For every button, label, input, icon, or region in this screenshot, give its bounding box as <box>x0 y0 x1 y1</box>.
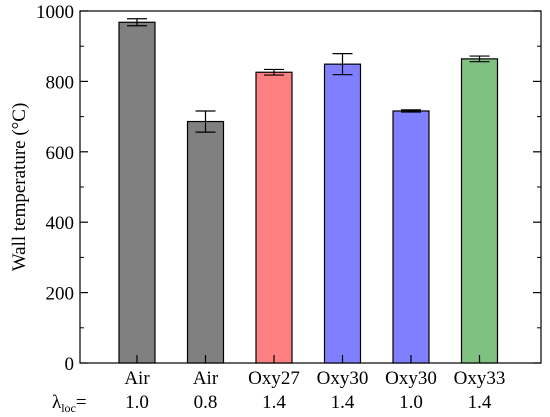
lambda-row-label: λloc= <box>52 392 87 415</box>
bar <box>323 63 362 364</box>
category-label: Oxy30 <box>385 368 437 389</box>
bar <box>392 110 430 364</box>
category-label: Oxy33 <box>454 368 506 389</box>
bar <box>118 21 156 364</box>
y-tick-label: 800 <box>46 72 75 93</box>
category-label: Air <box>193 368 219 389</box>
y-tick-label: 400 <box>46 213 75 234</box>
bar <box>460 58 499 364</box>
category-label: Air <box>124 368 150 389</box>
y-axis-title: Wall temperature (°C) <box>9 103 30 272</box>
lambda-value-label: 0.8 <box>194 392 218 413</box>
y-axis: 0 200 400 600 800 1000 <box>36 2 541 375</box>
y-tick-label: 1000 <box>36 2 74 23</box>
lambda-value-label: 1.0 <box>125 392 149 413</box>
category-label: Oxy30 <box>317 368 369 389</box>
lambda-value-label: 1.4 <box>468 392 492 413</box>
y-tick-label: 600 <box>46 143 75 164</box>
bars <box>118 18 499 364</box>
category-labels: Air 1.0 Air 0.8 Oxy27 1.4 Oxy30 1.4 Oxy30 1.0 Oxy3… <box>124 368 505 413</box>
lambda-symbol: λ <box>52 392 62 413</box>
bar <box>186 120 225 364</box>
lambda-value-label: 1.0 <box>399 392 423 413</box>
lambda-value-label: 1.4 <box>331 392 355 413</box>
lambda-equals: = <box>76 392 87 413</box>
lambda-subscript: loc <box>61 401 76 415</box>
y-tick-label: 0 <box>65 354 75 375</box>
bar <box>255 71 293 364</box>
lambda-value-label: 1.4 <box>262 392 286 413</box>
category-label: Oxy27 <box>248 368 300 389</box>
y-tick-label: 200 <box>46 284 75 305</box>
